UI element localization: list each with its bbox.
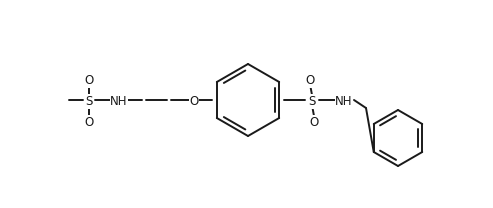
Text: S: S — [85, 95, 93, 108]
Text: NH: NH — [335, 95, 353, 108]
Text: O: O — [310, 116, 318, 129]
Text: S: S — [308, 95, 316, 108]
Text: O: O — [189, 95, 199, 108]
Text: NH: NH — [110, 95, 128, 108]
Text: O: O — [84, 116, 94, 129]
Text: O: O — [305, 74, 315, 87]
Text: O: O — [84, 74, 94, 87]
